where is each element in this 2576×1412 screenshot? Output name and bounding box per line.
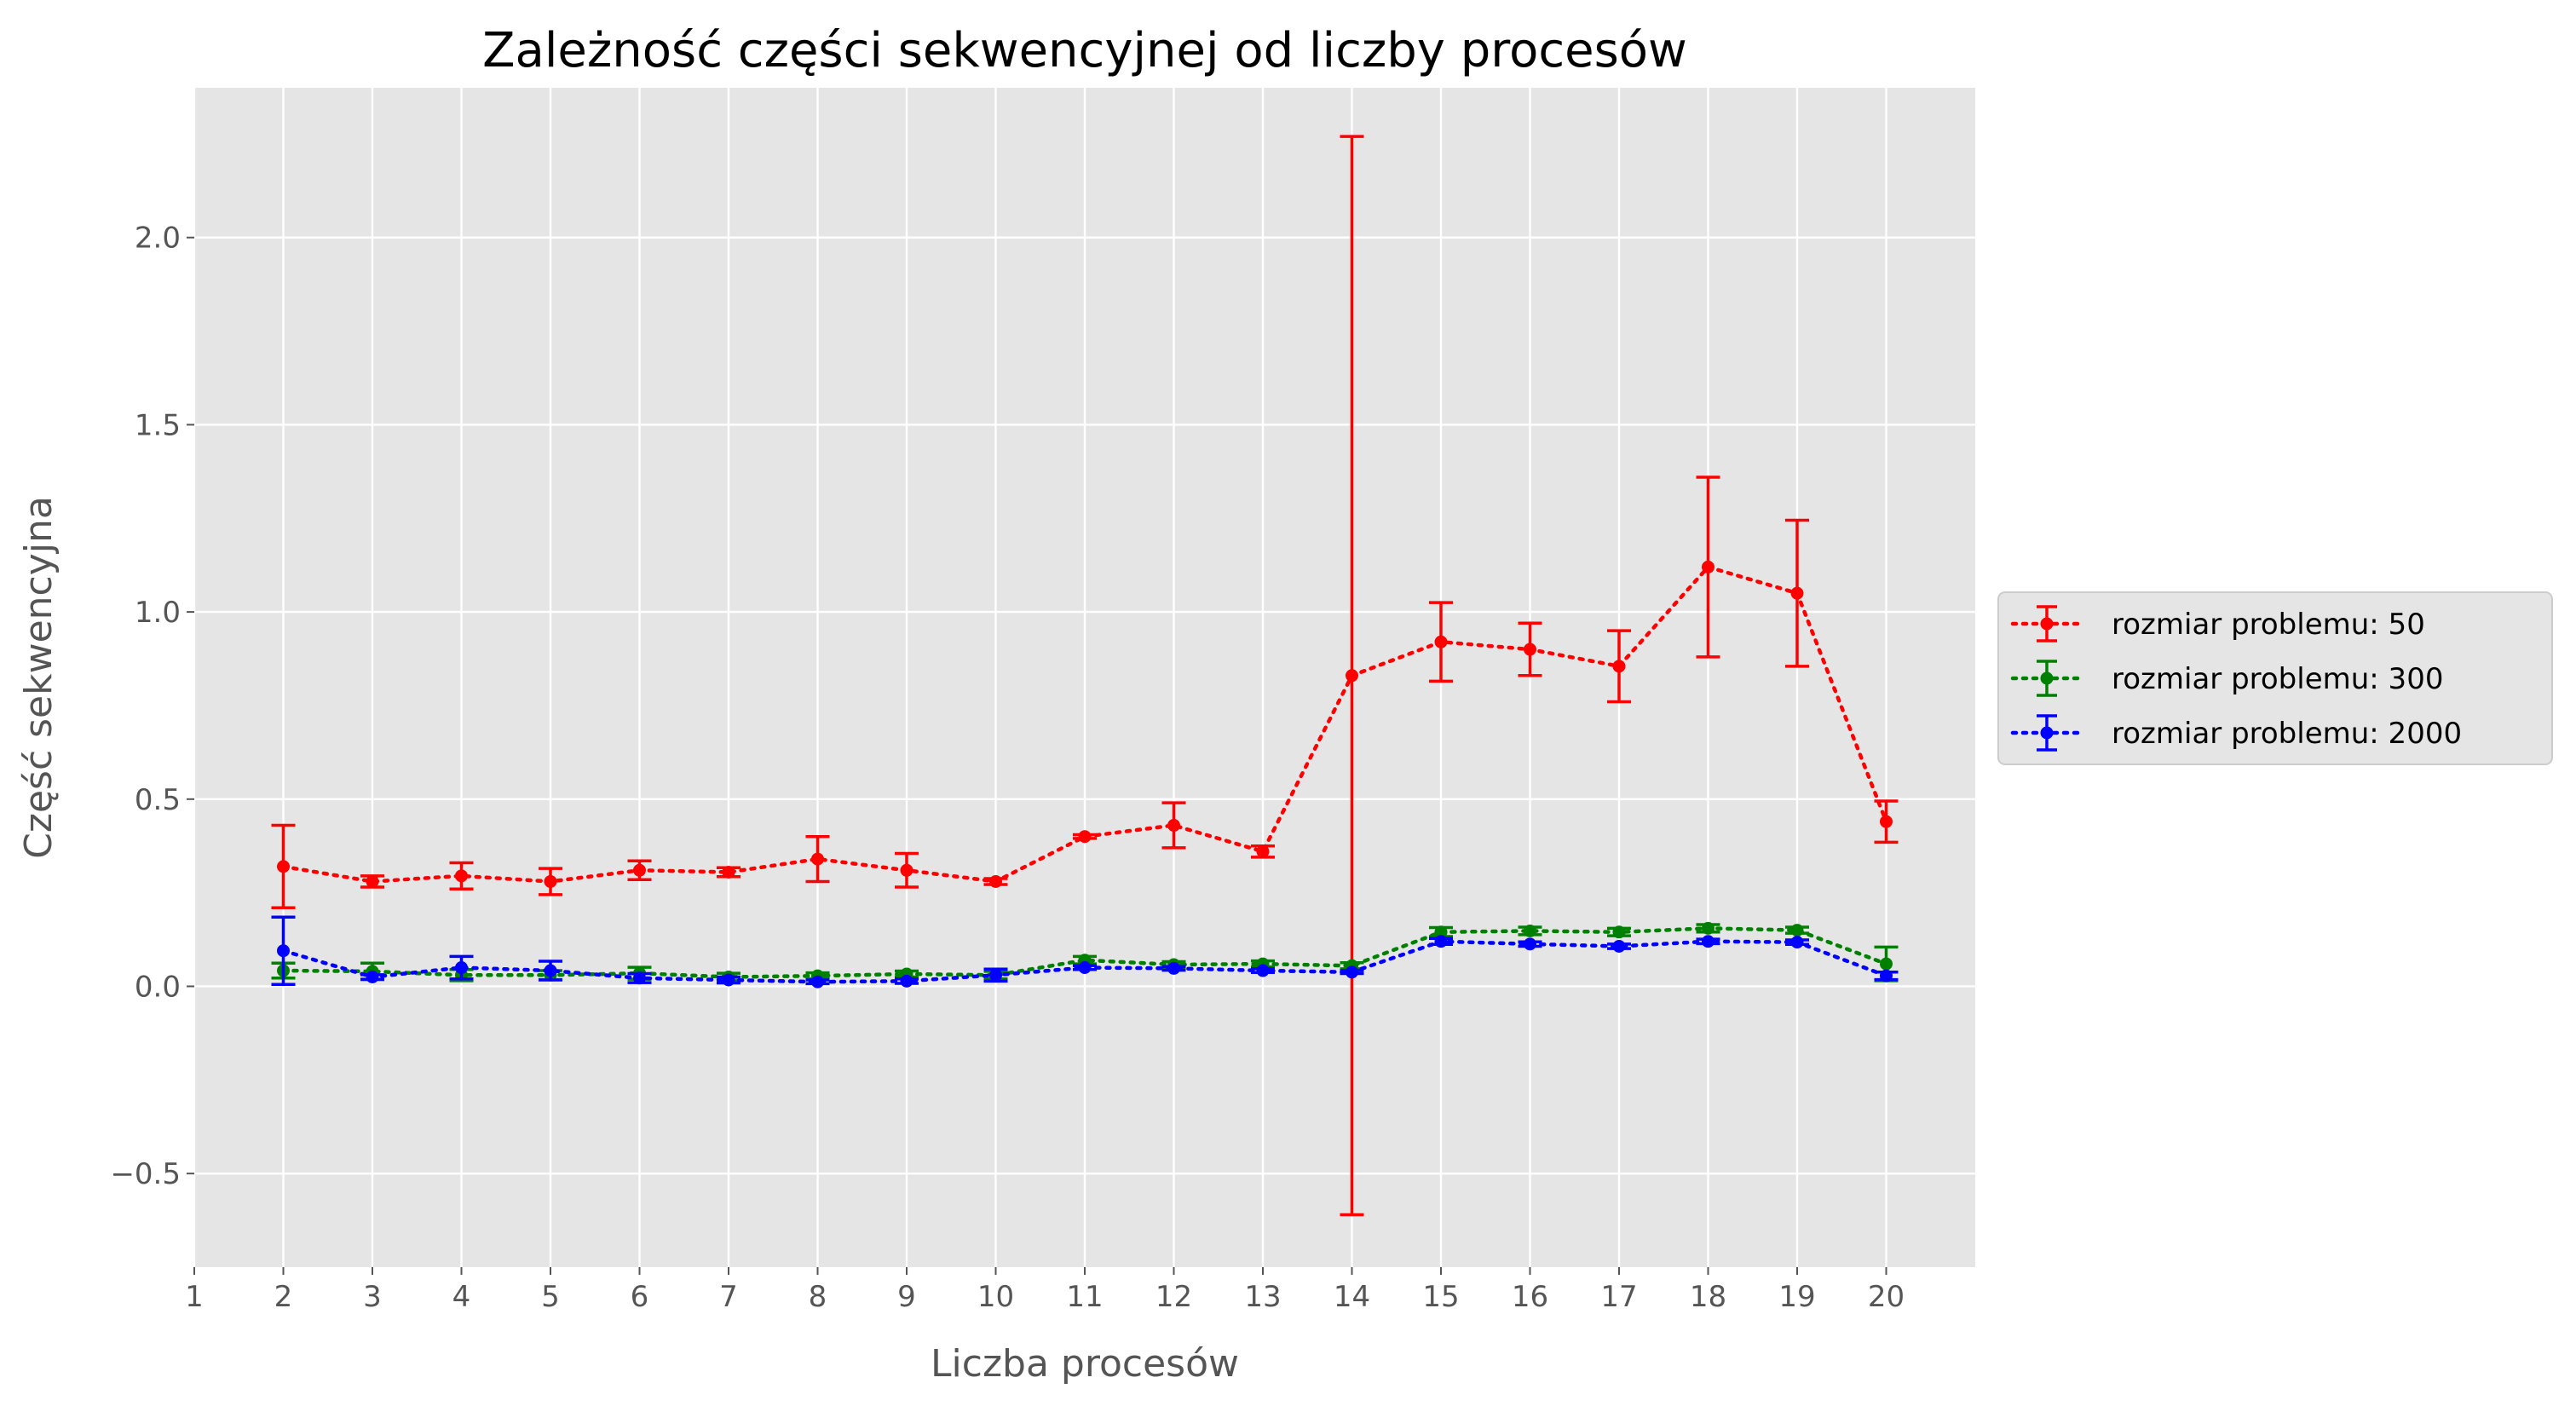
data-point <box>1880 969 1893 983</box>
data-point <box>722 973 735 987</box>
y-tick-label: 2.0 <box>135 222 181 256</box>
data-point <box>1880 957 1893 971</box>
data-point <box>989 968 1002 982</box>
x-tick-label: 5 <box>541 1280 560 1314</box>
data-point <box>1346 965 1358 979</box>
x-tick-label: 8 <box>809 1280 827 1314</box>
x-axis-label: Liczba procesów <box>931 1342 1239 1386</box>
x-tick-label: 9 <box>897 1280 916 1314</box>
y-tick-label: 1.5 <box>135 408 181 442</box>
legend-label: rozmiar problemu: 50 <box>2112 608 2425 642</box>
data-point <box>1524 643 1536 656</box>
data-point <box>1702 935 1714 948</box>
data-point <box>544 964 557 977</box>
data-point <box>1790 924 1804 937</box>
data-point <box>1612 660 1626 673</box>
series-group <box>271 915 1899 988</box>
legend-label: rozmiar problemu: 300 <box>2112 662 2443 696</box>
data-point <box>1434 935 1448 948</box>
x-tick-label: 6 <box>631 1280 649 1314</box>
data-point <box>1702 560 1714 573</box>
data-point <box>455 869 468 883</box>
legend-label: rozmiar problemu: 2000 <box>2112 717 2462 751</box>
x-tick-label: 3 <box>363 1280 382 1314</box>
data-point <box>633 971 646 985</box>
legend-marker <box>2040 671 2054 685</box>
y-tick-label: −0.5 <box>110 1157 181 1191</box>
data-point <box>544 874 557 888</box>
data-point <box>1790 586 1804 600</box>
axis-layer: 1 2 3 4 5 6 7 8 9 10 11 12 13 14 15 16 17 18 19 20−0.50.00.… <box>110 222 1905 1314</box>
x-tick-label: 16 <box>1512 1280 1548 1314</box>
data-point <box>1256 964 1270 977</box>
legend-marker <box>2040 617 2054 631</box>
data-point <box>1434 925 1448 939</box>
data-point <box>900 974 913 988</box>
data-point <box>1346 669 1358 683</box>
x-tick-label: 13 <box>1244 1280 1281 1314</box>
x-tick-label: 15 <box>1422 1280 1459 1314</box>
x-tick-label: 2 <box>274 1280 293 1314</box>
data-point <box>1078 961 1092 975</box>
data-point <box>366 874 379 888</box>
data-point <box>1524 924 1536 937</box>
y-tick-label: 0.5 <box>135 783 181 817</box>
data-point <box>455 961 468 975</box>
x-tick-label: 4 <box>452 1280 471 1314</box>
data-point <box>366 970 379 983</box>
data-point <box>277 944 290 958</box>
y-axis-label: Część sekwencyjna <box>17 496 61 859</box>
data-point <box>1612 925 1626 939</box>
data-point <box>811 852 824 866</box>
data-point <box>1790 936 1804 949</box>
series-layer <box>271 135 1899 1217</box>
x-tick-label: 17 <box>1600 1280 1637 1314</box>
x-tick-label: 14 <box>1334 1280 1370 1314</box>
x-tick-label: 18 <box>1690 1280 1726 1314</box>
data-point <box>900 863 913 877</box>
legend: rozmiar problemu: 50 rozmiar problemu: 30… <box>1997 591 2553 765</box>
data-point <box>1434 635 1448 648</box>
data-point <box>633 863 646 877</box>
data-point <box>989 874 1002 888</box>
data-point <box>1256 844 1270 858</box>
data-point <box>1612 939 1626 953</box>
legend-marker <box>2040 726 2054 740</box>
chart-title: Zależność części sekwencyjnej od liczby … <box>482 23 1687 78</box>
legend-box <box>1997 591 2553 765</box>
data-point <box>277 860 290 873</box>
x-tick-label: 1 <box>185 1280 204 1314</box>
data-point <box>1078 830 1092 844</box>
x-tick-label: 10 <box>977 1280 1014 1314</box>
x-tick-label: 19 <box>1778 1280 1815 1314</box>
data-point <box>1167 961 1180 975</box>
y-tick-label: 0.0 <box>135 970 181 1004</box>
x-tick-label: 7 <box>719 1280 738 1314</box>
data-point <box>1167 819 1180 833</box>
grid-layer <box>193 88 1975 1267</box>
y-tick-label: 1.0 <box>135 596 181 630</box>
data-point <box>1524 937 1536 951</box>
x-tick-label: 11 <box>1066 1280 1103 1314</box>
data-point <box>722 865 735 879</box>
data-point <box>1880 815 1893 828</box>
data-point <box>1702 921 1714 935</box>
series-group <box>271 135 1899 1217</box>
data-point <box>811 975 824 988</box>
x-tick-label: 12 <box>1155 1280 1192 1314</box>
x-tick-label: 20 <box>1868 1280 1905 1314</box>
